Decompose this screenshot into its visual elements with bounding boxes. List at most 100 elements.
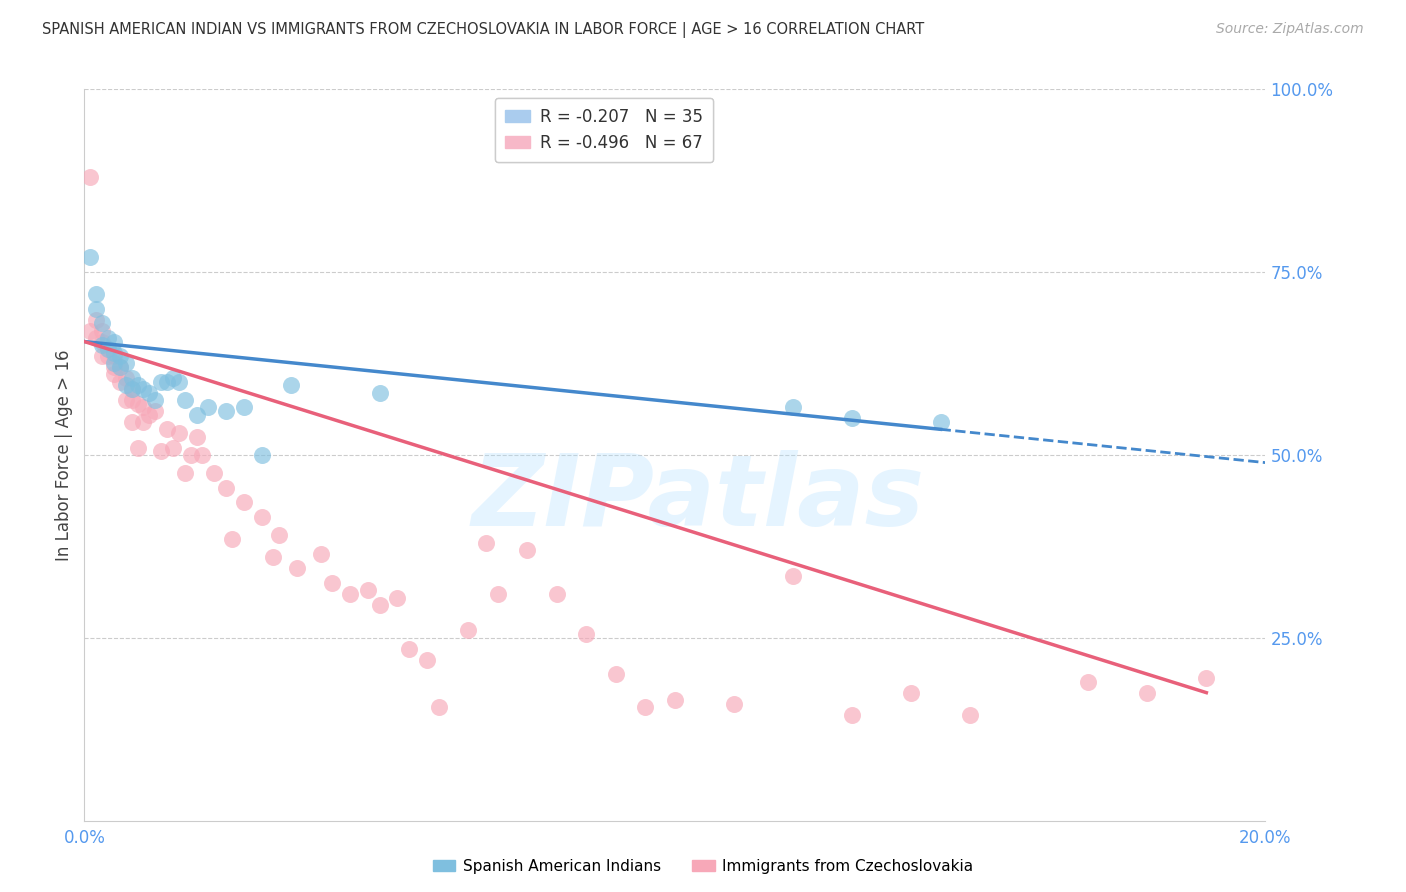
Point: [108, 360, 131, 375]
Point: [127, 441, 149, 455]
Point: [132, 401, 155, 415]
Point: [162, 371, 184, 385]
Point: [215, 404, 238, 418]
Point: [162, 441, 184, 455]
Point: [84, 312, 107, 326]
Point: [1077, 674, 1099, 689]
Point: [121, 393, 143, 408]
Point: [91, 338, 114, 352]
Point: [197, 401, 219, 415]
Point: [309, 547, 332, 561]
Point: [84, 301, 107, 316]
Point: [250, 448, 273, 462]
Y-axis label: In Labor Force | Age > 16: In Labor Force | Age > 16: [55, 349, 73, 561]
Point: [167, 375, 190, 389]
Point: [97, 331, 120, 345]
Point: [103, 368, 125, 382]
Point: [1195, 671, 1218, 685]
Point: [782, 401, 804, 415]
Point: [221, 532, 243, 546]
Point: [269, 528, 291, 542]
Point: [186, 430, 208, 444]
Point: [546, 587, 568, 601]
Point: [173, 466, 195, 480]
Point: [127, 378, 149, 392]
Point: [427, 700, 450, 714]
Point: [516, 543, 538, 558]
Point: [91, 316, 114, 330]
Point: [180, 448, 202, 462]
Point: [929, 415, 952, 429]
Point: [475, 535, 498, 549]
Point: [250, 510, 273, 524]
Point: [97, 349, 120, 363]
Point: [97, 342, 120, 356]
Point: [782, 568, 804, 582]
Point: [232, 401, 254, 415]
Point: [103, 334, 125, 349]
Point: [215, 481, 238, 495]
Point: [605, 667, 627, 681]
Point: [103, 349, 125, 363]
Legend: Spanish American Indians, Immigrants from Czechoslovakia: Spanish American Indians, Immigrants fro…: [426, 853, 980, 880]
Point: [156, 375, 179, 389]
Point: [108, 375, 131, 389]
Text: SPANISH AMERICAN INDIAN VS IMMIGRANTS FROM CZECHOSLOVAKIA IN LABOR FORCE | AGE >: SPANISH AMERICAN INDIAN VS IMMIGRANTS FR…: [42, 22, 924, 38]
Point: [91, 334, 114, 349]
Point: [357, 583, 380, 598]
Point: [339, 587, 361, 601]
Point: [114, 371, 136, 385]
Point: [97, 342, 120, 356]
Point: [368, 598, 391, 612]
Point: [285, 561, 308, 575]
Point: [127, 397, 149, 411]
Point: [121, 382, 143, 396]
Point: [84, 331, 107, 345]
Point: [457, 624, 479, 638]
Point: [132, 382, 155, 396]
Point: [143, 393, 166, 408]
Point: [173, 393, 195, 408]
Point: [121, 371, 143, 385]
Point: [841, 707, 863, 722]
Point: [280, 378, 302, 392]
Point: [121, 415, 143, 429]
Point: [262, 550, 284, 565]
Point: [321, 576, 343, 591]
Point: [575, 627, 598, 641]
Point: [841, 411, 863, 425]
Point: [138, 385, 160, 400]
Point: [387, 591, 409, 605]
Point: [114, 378, 136, 392]
Point: [91, 349, 114, 363]
Point: [167, 425, 190, 440]
Point: [959, 707, 981, 722]
Point: [232, 495, 254, 509]
Point: [121, 382, 143, 396]
Point: [103, 356, 125, 371]
Point: [114, 356, 136, 371]
Point: [150, 375, 173, 389]
Point: [634, 700, 657, 714]
Point: [150, 444, 173, 458]
Point: [664, 693, 686, 707]
Point: [84, 287, 107, 301]
Point: [91, 324, 114, 338]
Text: ZIPatlas: ZIPatlas: [472, 450, 925, 548]
Point: [191, 448, 214, 462]
Point: [156, 422, 179, 436]
Point: [486, 587, 509, 601]
Point: [79, 324, 101, 338]
Point: [368, 385, 391, 400]
Point: [723, 697, 745, 711]
Point: [114, 393, 136, 408]
Legend: R = -0.207   N = 35, R = -0.496   N = 67: R = -0.207 N = 35, R = -0.496 N = 67: [495, 97, 713, 161]
Point: [900, 686, 922, 700]
Point: [79, 169, 101, 184]
Point: [103, 345, 125, 359]
Point: [108, 360, 131, 375]
Point: [103, 360, 125, 375]
Text: Source: ZipAtlas.com: Source: ZipAtlas.com: [1216, 22, 1364, 37]
Point: [108, 349, 131, 363]
Point: [143, 404, 166, 418]
